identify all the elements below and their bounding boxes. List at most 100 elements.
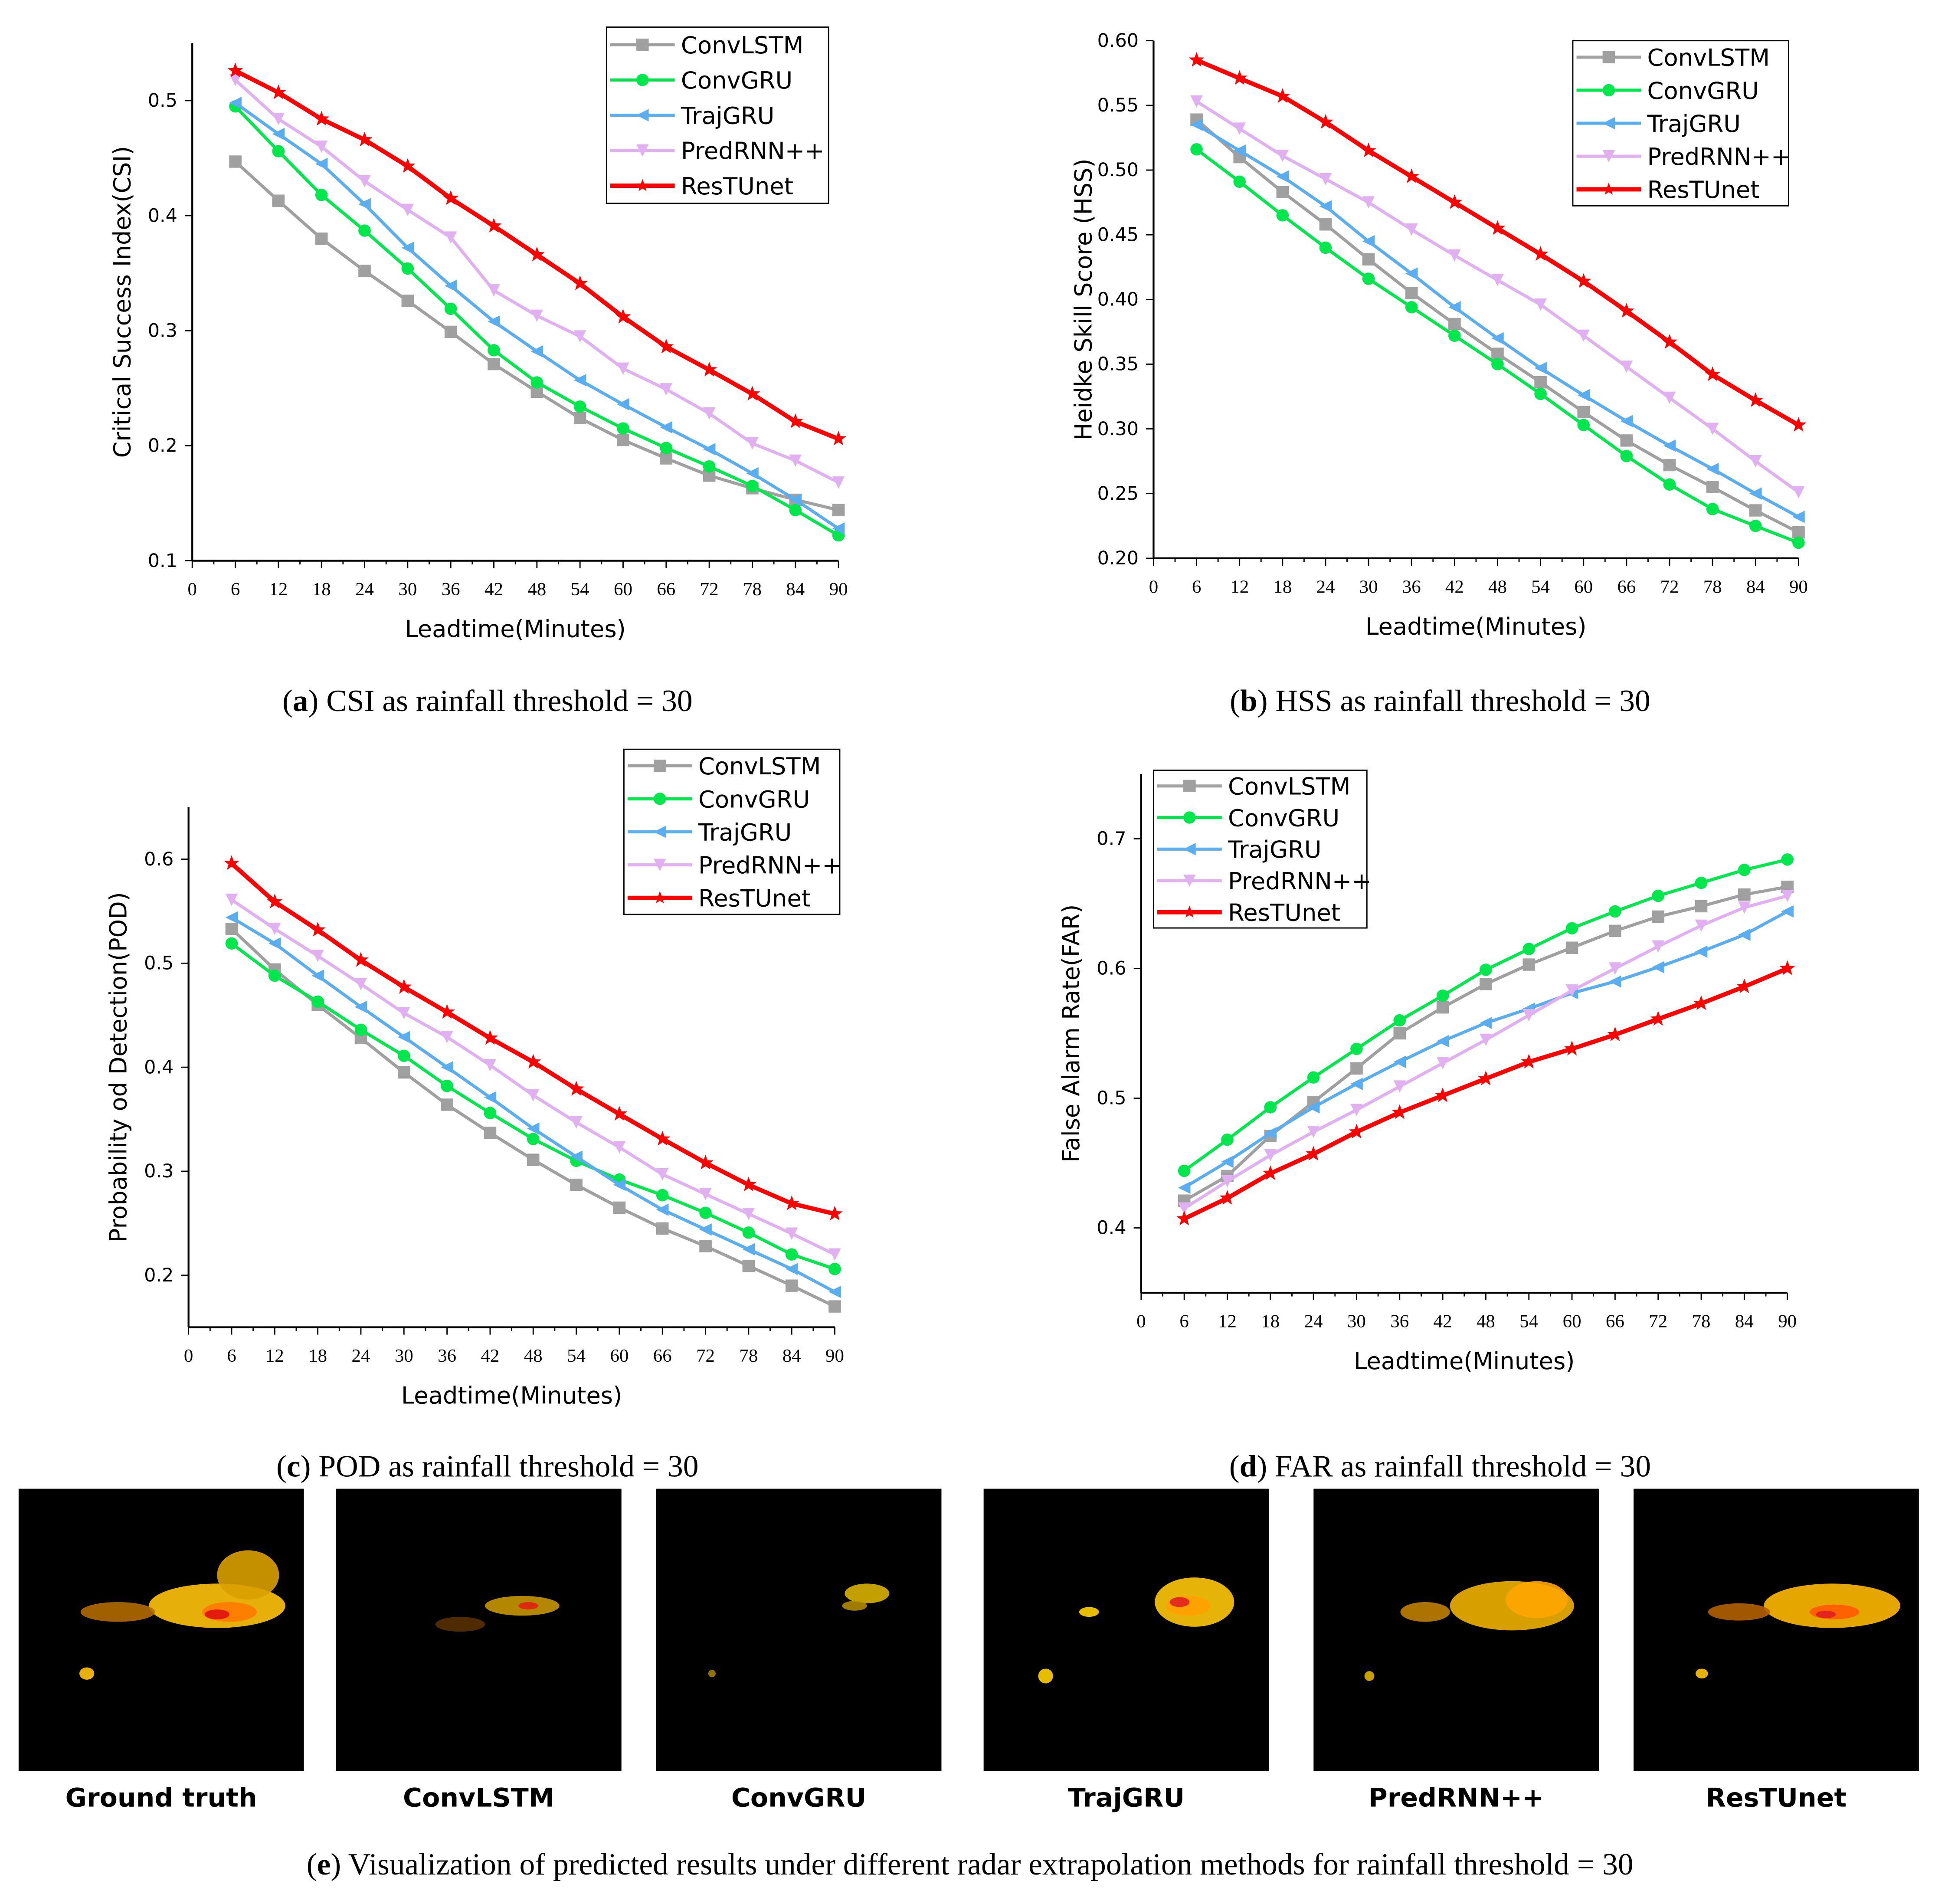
- legend-label: TrajGRU: [1228, 836, 1322, 863]
- square-marker: [1577, 406, 1590, 419]
- rain-echo: [1696, 1668, 1708, 1679]
- triangle-down-marker: [1362, 196, 1375, 209]
- radar-image-restunet: [1634, 1488, 1919, 1771]
- x-tick-label: 36: [1390, 1311, 1409, 1332]
- triangle-down-marker: [654, 859, 666, 871]
- triangle-left-marker: [1350, 1078, 1363, 1090]
- triangle-left-marker: [1480, 1016, 1492, 1029]
- x-tick-label: 66: [657, 579, 675, 600]
- square-marker: [272, 194, 285, 207]
- triangle-down-marker: [311, 950, 324, 962]
- triangle-left-marker: [1792, 511, 1805, 523]
- triangle-left-marker: [1652, 961, 1665, 973]
- circle-marker: [354, 1023, 367, 1036]
- legend-item: ConvLSTM: [610, 32, 803, 59]
- square-marker: [828, 1300, 841, 1313]
- star-marker: [1361, 142, 1377, 157]
- triangle-left-marker: [315, 157, 328, 170]
- circle-marker: [636, 74, 649, 86]
- series-ResTUnet: [1176, 960, 1795, 1226]
- circle-marker: [1393, 1014, 1406, 1027]
- triangle-down-marker: [268, 923, 281, 935]
- series-ResTUnet: [1189, 52, 1807, 432]
- triangle-down-marker: [613, 1141, 626, 1154]
- circle-marker: [1233, 175, 1246, 188]
- square-marker: [484, 1126, 497, 1139]
- x-tick-label: 36: [442, 579, 460, 600]
- legend-label: ResTUnet: [1228, 899, 1340, 927]
- x-tick-label: 48: [1477, 1311, 1495, 1332]
- star-marker: [396, 979, 412, 994]
- y-tick-label: 0.40: [1097, 289, 1139, 311]
- square-marker: [1609, 924, 1621, 937]
- star-marker: [314, 111, 330, 126]
- caption-c-text: POD as rainfall threshold = 30: [311, 1450, 699, 1484]
- x-tick-label: 78: [739, 1346, 758, 1366]
- y-tick-label: 0.1: [148, 550, 177, 572]
- triangle-left-marker: [832, 522, 845, 535]
- triangle-down-marker: [488, 284, 500, 297]
- circle-marker: [1319, 241, 1332, 254]
- square-marker: [1319, 218, 1332, 231]
- square-marker: [315, 232, 328, 245]
- triangle-left-marker: [1276, 170, 1289, 183]
- legend-item: ConvLSTM: [1576, 44, 1770, 72]
- triangle-left-marker: [1233, 144, 1246, 157]
- series-TrajGRU: [229, 97, 845, 535]
- triangle-down-marker: [1565, 984, 1578, 997]
- y-tick-label: 0.6: [1097, 958, 1126, 980]
- star-marker: [1736, 978, 1752, 993]
- radar-image-convgru: [656, 1488, 942, 1771]
- triangle-left-marker: [1405, 267, 1418, 280]
- x-tick-label: 36: [438, 1346, 456, 1366]
- legend-label: ConvGRU: [681, 67, 792, 94]
- triangle-left-marker: [636, 109, 649, 121]
- x-tick-label: 30: [1359, 577, 1378, 597]
- circle-marker: [573, 400, 586, 413]
- triangle-down-marker: [1178, 1202, 1191, 1215]
- square-marker: [1491, 347, 1504, 360]
- circle-marker: [1781, 853, 1794, 866]
- legend-item: ConvGRU: [627, 786, 810, 813]
- series-TrajGRU: [225, 911, 841, 1298]
- caption-e: (e) Visualization of predicted results u…: [306, 1848, 1634, 1882]
- square-marker: [1350, 1062, 1363, 1075]
- triangle-down-marker: [354, 978, 367, 990]
- star-marker: [1183, 905, 1196, 918]
- star-marker: [1404, 168, 1420, 184]
- x-tick-label: 90: [825, 1346, 844, 1366]
- star-marker: [612, 1106, 627, 1121]
- x-tick-label: 42: [481, 1346, 499, 1366]
- triangle-left-marker: [660, 421, 673, 434]
- triangle-left-marker: [742, 1243, 755, 1255]
- series-line: [1183, 894, 1788, 1210]
- star-marker: [1318, 114, 1333, 129]
- star-marker: [357, 131, 373, 147]
- circle-marker: [1749, 520, 1762, 532]
- triangle-left-marker: [1448, 301, 1461, 314]
- square-marker: [573, 412, 586, 424]
- caption-e-letter: e: [317, 1848, 331, 1882]
- triangle-left-marker: [1781, 905, 1794, 918]
- caption-d-letter: d: [1239, 1450, 1257, 1484]
- circle-marker: [656, 1189, 669, 1202]
- circle-marker: [1264, 1101, 1277, 1114]
- square-marker: [1749, 504, 1762, 517]
- triangle-down-marker: [1393, 1080, 1406, 1093]
- series-line: [1183, 967, 1788, 1221]
- triangle-down-marker: [1749, 455, 1762, 468]
- star-marker: [1349, 1124, 1365, 1139]
- square-marker: [1792, 526, 1805, 539]
- x-tick-label: 48: [527, 579, 546, 600]
- y-tick-label: 0.35: [1097, 354, 1139, 375]
- legend-item: TrajGRU: [610, 102, 774, 129]
- star-marker: [1219, 1190, 1235, 1205]
- circle-marker: [1307, 1071, 1320, 1084]
- star-marker: [1274, 88, 1290, 103]
- triangle-left-marker: [746, 467, 759, 480]
- y-axis-title: False Alarm Rate(FAR): [1058, 904, 1085, 1163]
- star-marker: [1779, 960, 1795, 975]
- star-marker: [310, 921, 326, 937]
- circle-marker: [785, 1248, 798, 1261]
